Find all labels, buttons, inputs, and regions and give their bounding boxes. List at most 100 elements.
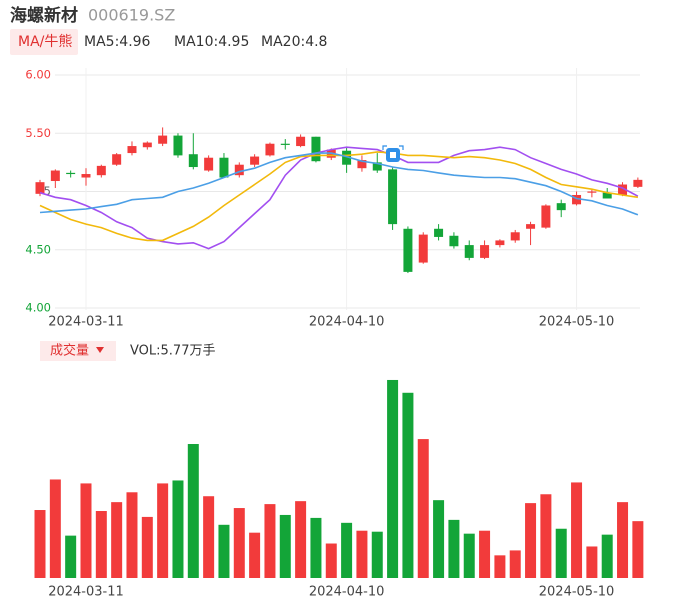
volume-bar [387, 379, 399, 578]
candle-body [112, 154, 122, 165]
y-tick-label: 5 [44, 184, 51, 198]
volume-bar [632, 521, 644, 578]
volume-bar [141, 516, 153, 578]
candle-body [403, 228, 413, 272]
volume-bar [187, 444, 199, 578]
candle-body [50, 170, 60, 182]
candle-body [449, 235, 459, 247]
volume-bar [126, 492, 138, 578]
candle-body [342, 150, 352, 165]
candle-body [633, 179, 643, 187]
volume-bar [264, 504, 276, 578]
candle-body [311, 136, 321, 162]
volume-bar [586, 546, 598, 578]
volume-button-bg[interactable] [40, 341, 116, 361]
x-tick-label: 2024-05-10 [539, 585, 615, 600]
volume-bar [218, 524, 230, 578]
volume-bar [65, 535, 77, 578]
candle-body [526, 224, 536, 229]
volume-bar [111, 502, 123, 578]
ma-line [39, 152, 639, 216]
volume-button[interactable]: 成交量 [50, 343, 89, 359]
candle-body [572, 194, 582, 205]
candle-body [541, 205, 551, 228]
volume-bar [80, 483, 92, 578]
volume-bar [601, 534, 613, 578]
candle-body [480, 245, 490, 258]
candle-body [173, 135, 183, 156]
x-tick-label: 2024-03-11 [48, 585, 124, 600]
y-tick-label: 4.50 [25, 242, 51, 256]
candle-body [219, 157, 229, 178]
legend-ma10: MA10:4.95 [174, 34, 249, 50]
volume-bar [494, 555, 506, 578]
candle-body [158, 135, 168, 144]
candle-body [587, 191, 597, 193]
volume-bar [233, 508, 245, 578]
y-tick-label: 5.50 [25, 126, 51, 140]
x-tick-label: 2024-04-10 [309, 585, 385, 600]
candle-body [96, 165, 106, 176]
candle-body [234, 164, 244, 176]
candle-body [204, 157, 214, 171]
y-tick-label: 6.00 [25, 68, 51, 82]
volume-bar [172, 480, 184, 578]
volume-bar [203, 496, 215, 578]
dropdown-arrow[interactable] [96, 347, 104, 353]
volume-bar [49, 479, 61, 578]
x-tick-label: 2024-05-10 [539, 315, 615, 330]
volume-bar [555, 528, 567, 578]
ma-button-bg[interactable] [10, 29, 78, 55]
volume-bar [34, 510, 46, 578]
candle-body [418, 234, 428, 263]
candle-body [66, 172, 76, 175]
candle-body [495, 240, 505, 246]
candle-body [510, 232, 520, 241]
volume-bar [525, 503, 537, 578]
volume-bar [402, 392, 414, 578]
candle-body [388, 169, 398, 225]
volume-bar [341, 522, 353, 578]
candle-body [556, 203, 566, 211]
candle-body [372, 162, 382, 171]
legend-ma20: MA20:4.8 [261, 34, 327, 50]
candle-body [434, 228, 444, 237]
candle-body [250, 156, 260, 165]
y-tick-label: 4.00 [25, 301, 51, 315]
volume-bar [433, 500, 445, 578]
volume-bar [540, 494, 552, 578]
ma-button[interactable]: MA/牛熊 [18, 34, 72, 50]
candle-body [35, 182, 45, 194]
legend-ma5: MA5:4.96 [84, 34, 151, 50]
candle-body [188, 154, 198, 168]
x-tick-label: 2024-04-10 [309, 315, 385, 330]
ma-line [39, 146, 639, 250]
candle-body [602, 192, 612, 199]
volume-bar [157, 483, 169, 578]
volume-bar [356, 530, 368, 578]
candle-body [265, 143, 275, 156]
candle-body [618, 184, 628, 195]
candle-body [142, 142, 152, 148]
candle-body [127, 146, 137, 154]
candle-body [296, 136, 306, 147]
volume-bar [371, 531, 383, 578]
candle-body [280, 143, 290, 145]
volume-bar [325, 543, 337, 578]
stock-name: 海螺新材 [10, 5, 78, 26]
volume-bar [279, 514, 291, 578]
stock-code: 000619.SZ [88, 6, 175, 25]
candle-body [464, 245, 474, 258]
volume-bar [448, 519, 460, 578]
volume-bar [463, 533, 475, 578]
volume-bar [617, 502, 629, 578]
volume-value: VOL:5.77万手 [130, 344, 215, 359]
volume-bar [509, 550, 521, 578]
signal-icon[interactable] [382, 145, 404, 162]
volume-bar [479, 530, 491, 578]
volume-bar [417, 439, 429, 578]
volume-bar [571, 482, 583, 578]
x-tick-label: 2024-03-11 [48, 315, 124, 330]
volume-bar [310, 517, 322, 578]
